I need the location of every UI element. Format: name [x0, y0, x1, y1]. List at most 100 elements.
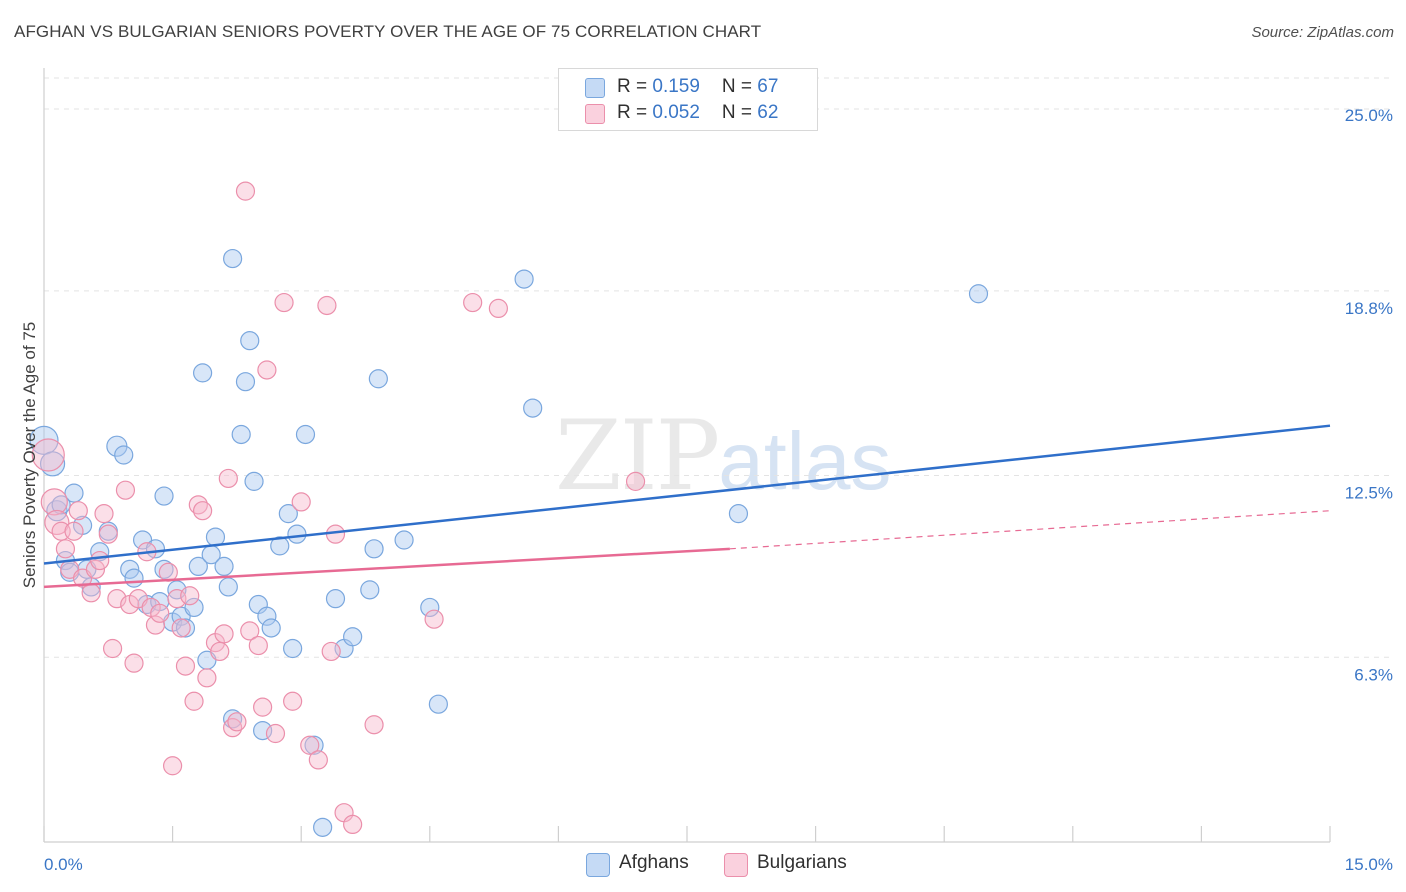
afghans-point — [304, 735, 324, 755]
bulgarians-point — [488, 298, 508, 319]
bulgarians-point — [44, 509, 70, 536]
bulgarians-point — [115, 480, 136, 500]
afghans-point — [283, 638, 303, 659]
bulgarians-point — [308, 750, 328, 770]
afghans-point — [39, 451, 66, 477]
bulgarians-trend-extension — [729, 510, 1331, 550]
n-label: N = — [721, 76, 758, 97]
afghans-point — [364, 539, 384, 559]
afghans-point — [514, 269, 534, 289]
series-afghans — [29, 248, 989, 837]
source-credit: Source: ZipAtlas.com — [1251, 24, 1394, 41]
trend-lines — [43, 424, 1331, 589]
bulgarians-point — [40, 488, 68, 516]
r-value: 0.052 — [652, 102, 700, 123]
afghans-point — [343, 627, 363, 647]
afghans-point — [325, 589, 346, 609]
bulgarians-point — [150, 603, 170, 623]
afghans-point — [420, 597, 440, 618]
bulgarians-point — [124, 653, 144, 673]
afghans-point — [223, 248, 243, 269]
bulgarians-point — [364, 715, 384, 735]
afghans-point — [278, 504, 298, 524]
afghans-point — [29, 425, 59, 455]
bulgarians-point — [214, 624, 234, 644]
afghans-point — [287, 524, 307, 544]
bulgarians-point — [274, 292, 294, 313]
afghans-point — [235, 372, 256, 392]
bulgarians-point — [180, 586, 200, 606]
chart-title: AFGHAN VS BULGARIAN SENIORS POVERTY OVER… — [14, 22, 762, 41]
afghans-point — [295, 424, 316, 445]
afghans-point — [218, 577, 238, 597]
afghans-swatch — [586, 853, 610, 877]
bulgarians-point — [64, 521, 84, 541]
bulgarians-point — [171, 618, 191, 638]
afghans-point — [244, 471, 264, 491]
bulgarians-point — [102, 638, 123, 659]
afghans-point — [154, 486, 174, 506]
afghans-point — [124, 568, 144, 588]
y-axis-label: Seniors Poverty Over the Age of 75 — [20, 322, 39, 588]
afghans-point — [193, 363, 213, 383]
afghans-point — [270, 536, 290, 556]
afghans-point — [394, 530, 414, 550]
bulgarians-point — [291, 492, 311, 512]
afghans-swatch — [585, 78, 605, 98]
bulgarians-point — [321, 641, 341, 662]
n-value: 67 — [757, 76, 779, 97]
afghans-trend-line — [43, 424, 1331, 565]
bulgarians-point — [85, 559, 106, 579]
x-tick-label-max: 15.0% — [1345, 855, 1393, 874]
bulgarians-point — [317, 295, 337, 316]
r-label: R = — [617, 102, 653, 123]
x-tick-label-min: 0.0% — [44, 855, 83, 874]
afghans-point — [114, 445, 134, 465]
grid-lines — [44, 77, 1390, 658]
x-tick-marks — [43, 826, 1331, 842]
afghans-point — [214, 556, 234, 577]
r-value: 0.159 — [652, 76, 700, 97]
bulgarians-point — [424, 609, 444, 629]
bulgarians-point — [283, 691, 303, 711]
y-tick-label: 25.0% — [1345, 106, 1393, 125]
bulgarians-swatch — [724, 853, 748, 877]
afghans-point — [261, 618, 281, 638]
bulgarians-point — [463, 292, 483, 313]
afghans-point — [360, 580, 380, 600]
bulgarians-point — [163, 756, 183, 776]
afghans-point — [175, 618, 196, 638]
watermark-atlas: atlas — [718, 416, 892, 507]
bulgarians-point — [31, 438, 65, 472]
bulgarians-point — [257, 360, 277, 380]
legend-bulgarians-stats: R = 0.052 N = 62 — [617, 102, 778, 124]
legend-label-afghans: Afghans — [619, 852, 689, 873]
afghans-point — [728, 504, 749, 524]
bulgarians-point — [81, 583, 101, 603]
afghans-point — [428, 694, 448, 714]
r-label: R = — [617, 76, 653, 97]
afghans-point — [257, 606, 277, 626]
bulgarians-point — [184, 691, 204, 711]
legend-afghans-stats: R = 0.159 N = 67 — [617, 76, 778, 98]
bulgarians-point — [94, 504, 114, 524]
bulgarians-point — [55, 539, 76, 559]
afghans-point — [231, 424, 251, 445]
afghans-point — [240, 331, 260, 351]
n-label: N = — [721, 102, 758, 123]
correlation-legend: R = 0.159 N = 67 R = 0.052 N = 62 — [558, 68, 818, 131]
bulgarians-point — [343, 814, 363, 835]
afghans-point — [968, 284, 989, 304]
bulgarians-point — [210, 641, 230, 662]
afghans-point — [184, 597, 204, 618]
bulgarians-point — [98, 524, 118, 544]
bulgarians-swatch — [585, 104, 605, 124]
bulgarians-trend-line — [43, 547, 730, 589]
n-value: 62 — [757, 102, 779, 123]
bulgarians-point — [235, 181, 256, 201]
series-bulgarians — [31, 181, 646, 835]
bulgarians-point — [145, 615, 166, 635]
bulgarians-point — [625, 471, 646, 491]
bulgarians-point — [248, 635, 268, 656]
afghans-point — [188, 556, 208, 577]
